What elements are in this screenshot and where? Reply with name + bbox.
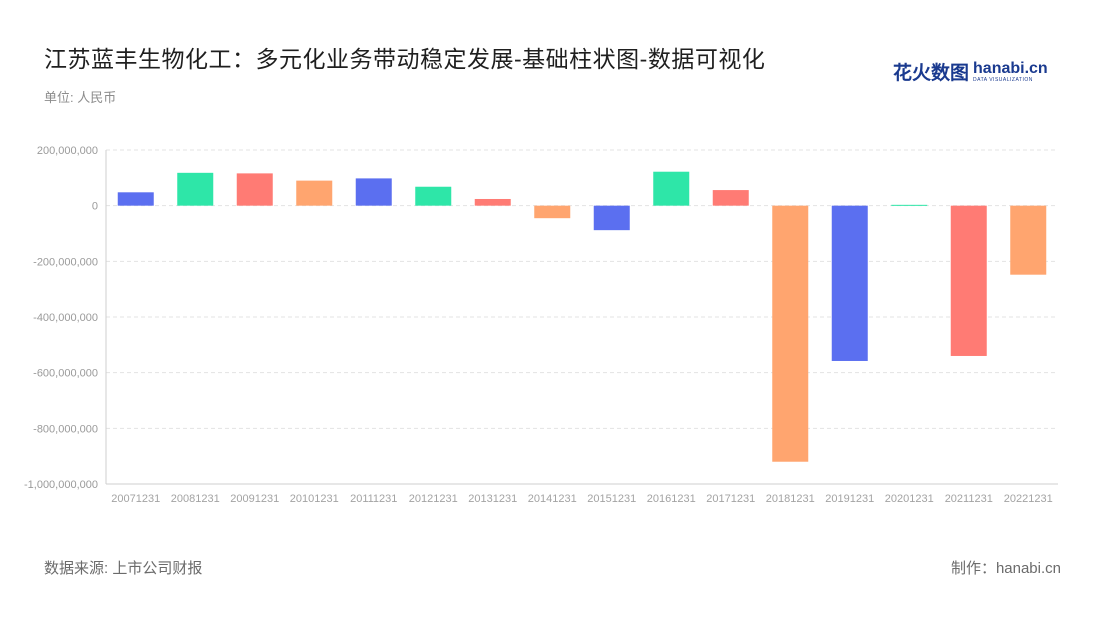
bar-20091231 xyxy=(236,173,273,206)
bar-20171231 xyxy=(712,190,749,206)
y-tick-label: 0 xyxy=(92,201,98,213)
x-tick-label: 20211231 xyxy=(945,493,993,505)
y-tick-label: -200,000,000 xyxy=(33,256,98,268)
bar-20201231 xyxy=(891,204,928,206)
x-tick-label: 20191231 xyxy=(825,493,874,505)
bar-20221231 xyxy=(1010,205,1047,275)
bar-20161231 xyxy=(653,171,690,206)
grid-lines xyxy=(106,149,1058,429)
y-tick-label: -800,000,000 xyxy=(33,423,98,435)
bar-20211231 xyxy=(950,205,987,356)
y-tick-label: -1,000,000,000 xyxy=(24,479,98,491)
x-tick-label: 20171231 xyxy=(706,493,755,505)
axes: 200,000,000 0 -200,000,000 -400,000,000 -600… xyxy=(24,145,1058,505)
x-tick-label: 20111231 xyxy=(350,493,397,505)
x-tick-label: 20141231 xyxy=(528,493,577,505)
bar-20071231 xyxy=(117,192,154,206)
y-tick-label: -400,000,000 xyxy=(33,312,98,324)
brand-logo: 花火数图 hanabi.cn DATA VISUALIZATION xyxy=(893,58,1048,85)
bar-20141231 xyxy=(534,205,571,219)
logo-cn-text: 花火数图 xyxy=(893,63,970,84)
x-tick-label: 20071231 xyxy=(111,493,160,505)
data-source: 数据来源: 上市公司财报 xyxy=(44,560,203,577)
bar-20081231 xyxy=(177,172,214,206)
x-tick-label: 20081231 xyxy=(171,493,220,505)
x-tick-label: 20091231 xyxy=(230,493,279,505)
logo-en-text: hanabi.cn xyxy=(973,59,1048,77)
x-tick-label: 20161231 xyxy=(647,493,696,505)
x-tick-label: 20221231 xyxy=(1004,493,1053,505)
y-tick-label: -600,000,000 xyxy=(33,368,98,380)
chart-title: 江苏蓝丰生物化工：多元化业务带动稳定发展-基础柱状图-数据可视化 xyxy=(44,46,766,72)
bar-20101231 xyxy=(296,180,333,206)
bar-20181231 xyxy=(772,205,809,462)
bar-20121231 xyxy=(415,186,452,206)
bar-20111231 xyxy=(355,178,392,206)
x-tick-label: 20131231 xyxy=(468,493,517,505)
x-tick-label: 20201231 xyxy=(885,493,934,505)
bar-20191231 xyxy=(831,205,868,361)
bars xyxy=(117,171,1047,462)
maker-credit: 制作：hanabi.cn xyxy=(950,560,1061,577)
bar-20131231 xyxy=(474,198,511,206)
logo-tagline: DATA VISUALIZATION xyxy=(973,76,1033,83)
unit-label: 单位: 人民币 xyxy=(44,90,117,105)
x-tick-label: 20101231 xyxy=(290,493,339,505)
y-tick-label: 200,000,000 xyxy=(37,145,98,157)
x-tick-label: 20121231 xyxy=(409,493,458,505)
x-tick-label: 20151231 xyxy=(587,493,636,505)
bar-20151231 xyxy=(593,205,630,231)
x-tick-label: 20181231 xyxy=(766,493,815,505)
